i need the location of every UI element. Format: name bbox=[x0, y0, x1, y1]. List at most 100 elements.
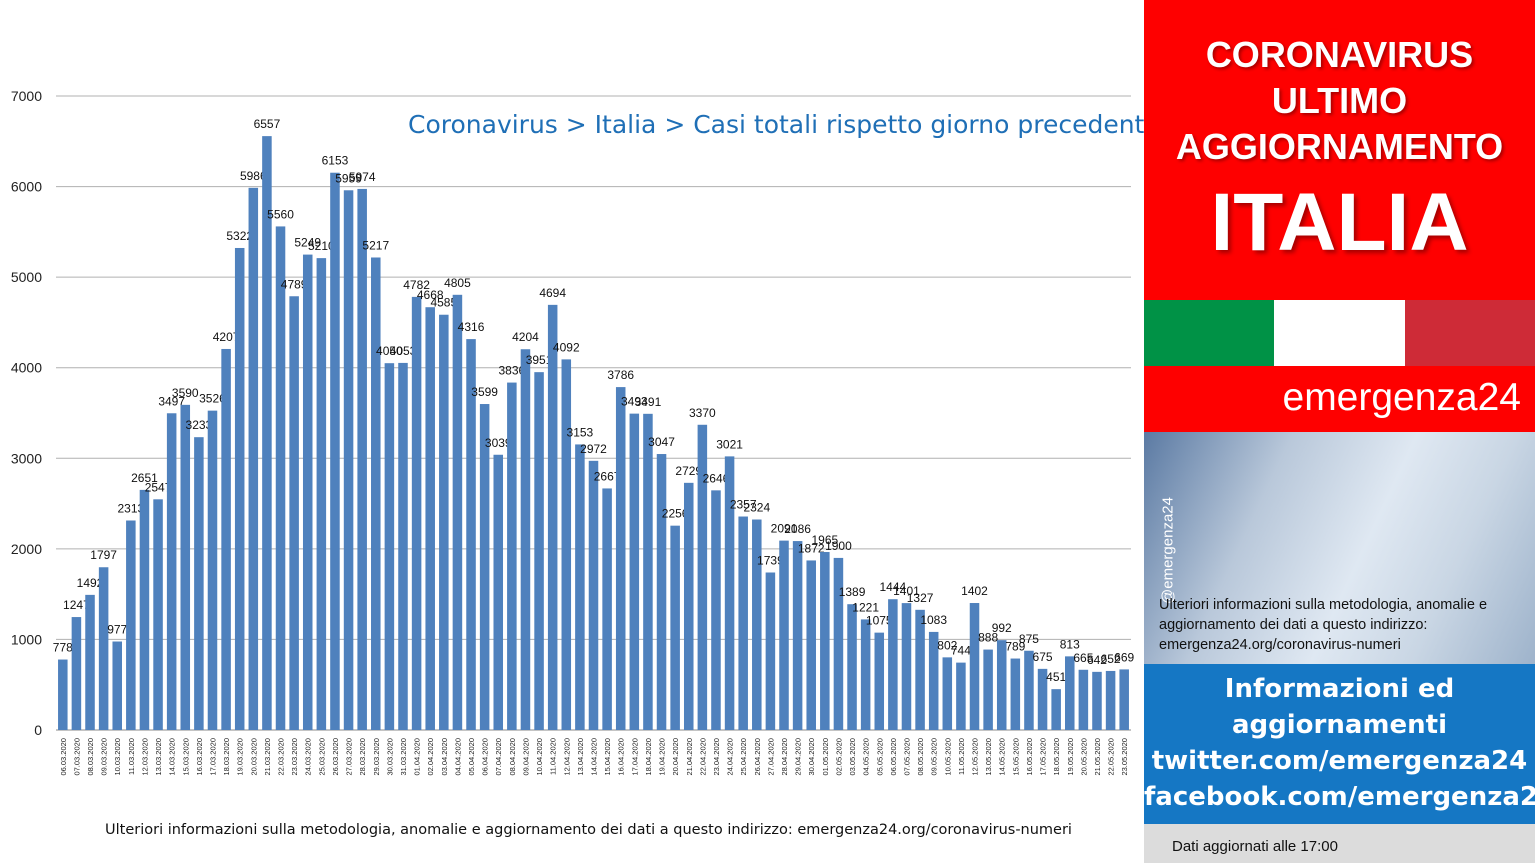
x-tick-label: 22.05.2020 bbox=[1107, 738, 1116, 776]
bar bbox=[901, 603, 912, 730]
x-tick-label: 09.04.2020 bbox=[521, 738, 530, 776]
info-line-2: aggiornamenti bbox=[1232, 710, 1447, 740]
bar-chart: 0 1000 2000 3000 4000 5000 6000 7000 778 06.03.20… bbox=[11, 88, 1135, 776]
x-tick-label: 06.03.2020 bbox=[59, 738, 68, 776]
x-tick-label: 02.05.2020 bbox=[834, 738, 843, 776]
bar bbox=[479, 404, 490, 730]
bar bbox=[1092, 671, 1102, 730]
bar bbox=[262, 136, 272, 730]
bar bbox=[316, 258, 327, 730]
bar bbox=[969, 603, 980, 730]
data-label: 992 bbox=[992, 621, 1012, 635]
bar bbox=[1024, 650, 1034, 730]
data-label: 1327 bbox=[907, 591, 934, 605]
x-tick-label: 21.05.2020 bbox=[1093, 738, 1102, 776]
data-label: 1075 bbox=[866, 614, 893, 628]
x-tick-label: 03.04.2020 bbox=[440, 738, 449, 776]
x-tick-label: 13.03.2020 bbox=[154, 738, 163, 776]
bar bbox=[343, 190, 354, 730]
x-tick-label: 04.05.2020 bbox=[862, 738, 871, 776]
x-tick-label: 28.03.2020 bbox=[358, 738, 367, 776]
x-tick-label: 18.04.2020 bbox=[644, 738, 653, 776]
y-tick-label: 0 bbox=[34, 722, 42, 738]
bar bbox=[493, 454, 504, 730]
data-label: 2313 bbox=[117, 502, 144, 516]
data-label: 5560 bbox=[267, 207, 294, 221]
y-tick-label: 4000 bbox=[11, 360, 42, 376]
data-label: 4782 bbox=[403, 278, 430, 292]
bar bbox=[194, 437, 204, 730]
update-time: Dati aggiornati alle 17:00 bbox=[1172, 838, 1338, 855]
x-tick-label: 29.04.2020 bbox=[794, 738, 803, 776]
side-panel: CORONAVIRUS ULTIMO AGGIORNAMENTO ITALIA … bbox=[1144, 0, 1535, 863]
x-tick-label: 28.04.2020 bbox=[780, 738, 789, 776]
data-label: 2086 bbox=[784, 522, 811, 536]
x-tick-label: 05.05.2020 bbox=[875, 738, 884, 776]
data-label: 2547 bbox=[145, 480, 172, 494]
data-label: 3951 bbox=[526, 353, 553, 367]
x-tick-label: 02.04.2020 bbox=[426, 738, 435, 776]
x-tick-label: 08.04.2020 bbox=[508, 738, 517, 776]
bar bbox=[602, 488, 612, 730]
bar bbox=[656, 454, 667, 730]
data-label: 3493 bbox=[621, 395, 648, 409]
x-tick-label: 25.03.2020 bbox=[317, 738, 326, 776]
bar bbox=[58, 659, 68, 730]
bar bbox=[371, 257, 381, 730]
x-tick-label: 13.05.2020 bbox=[984, 738, 993, 776]
footer-note: Ulteriori informazioni sulla metodologia… bbox=[105, 822, 1072, 838]
data-label: 5974 bbox=[349, 170, 376, 184]
data-label: 675 bbox=[1033, 650, 1053, 664]
data-label: 3491 bbox=[635, 395, 662, 409]
data-label: 3590 bbox=[172, 386, 199, 400]
y-tick-label: 6000 bbox=[11, 179, 42, 195]
x-tick-label: 17.03.2020 bbox=[208, 738, 217, 776]
bar bbox=[153, 499, 163, 730]
x-tick-label: 16.05.2020 bbox=[1025, 738, 1034, 776]
twitter-link[interactable]: twitter.com/emergenza24 bbox=[1151, 746, 1528, 776]
bar bbox=[765, 572, 776, 730]
bar bbox=[85, 594, 95, 730]
y-tick-label: 7000 bbox=[11, 88, 42, 104]
data-label: 802 bbox=[937, 638, 957, 652]
x-tick-label: 27.03.2020 bbox=[345, 738, 354, 776]
data-label: 977 bbox=[107, 623, 127, 637]
x-tick-label: 14.05.2020 bbox=[998, 738, 1007, 776]
data-label: 1797 bbox=[90, 548, 117, 562]
bar bbox=[615, 387, 626, 730]
x-tick-label: 07.05.2020 bbox=[902, 738, 911, 776]
methodology-note: Ulteriori informazioni sulla metodologia… bbox=[1159, 597, 1488, 653]
x-tick-label: 16.04.2020 bbox=[617, 738, 626, 776]
x-tick-label: 20.03.2020 bbox=[249, 738, 258, 776]
bar bbox=[643, 413, 653, 730]
facebook-link[interactable]: facebook.com/emergenza24 bbox=[1144, 782, 1535, 812]
x-tick-label: 23.04.2020 bbox=[712, 738, 721, 776]
bar bbox=[207, 410, 218, 730]
x-tick-label: 23.03.2020 bbox=[290, 738, 299, 776]
bar bbox=[398, 362, 408, 730]
data-label: 652 bbox=[1101, 652, 1121, 666]
data-label: 1965 bbox=[811, 533, 838, 547]
data-label: 1402 bbox=[961, 584, 988, 598]
x-tick-label: 07.03.2020 bbox=[72, 738, 81, 776]
data-label: 3021 bbox=[716, 437, 743, 451]
x-tick-label: 18.05.2020 bbox=[1052, 738, 1061, 776]
bar bbox=[139, 489, 150, 730]
x-tick-label: 13.04.2020 bbox=[576, 738, 585, 776]
bar bbox=[724, 456, 735, 730]
x-tick-label: 20.05.2020 bbox=[1079, 738, 1088, 776]
bar bbox=[860, 619, 871, 730]
x-tick-label: 10.05.2020 bbox=[943, 738, 952, 776]
data-label: 875 bbox=[1019, 632, 1039, 646]
bar bbox=[670, 525, 680, 730]
data-label: 2357 bbox=[730, 498, 757, 512]
data-label: 1900 bbox=[825, 539, 852, 553]
data-label: 3233 bbox=[186, 418, 213, 432]
data-label: 451 bbox=[1046, 670, 1066, 684]
bar bbox=[833, 557, 844, 730]
x-tick-label: 31.03.2020 bbox=[399, 738, 408, 776]
bar bbox=[996, 640, 1007, 730]
italian-flag bbox=[1144, 300, 1535, 366]
bar bbox=[792, 541, 803, 730]
bar bbox=[711, 490, 721, 730]
